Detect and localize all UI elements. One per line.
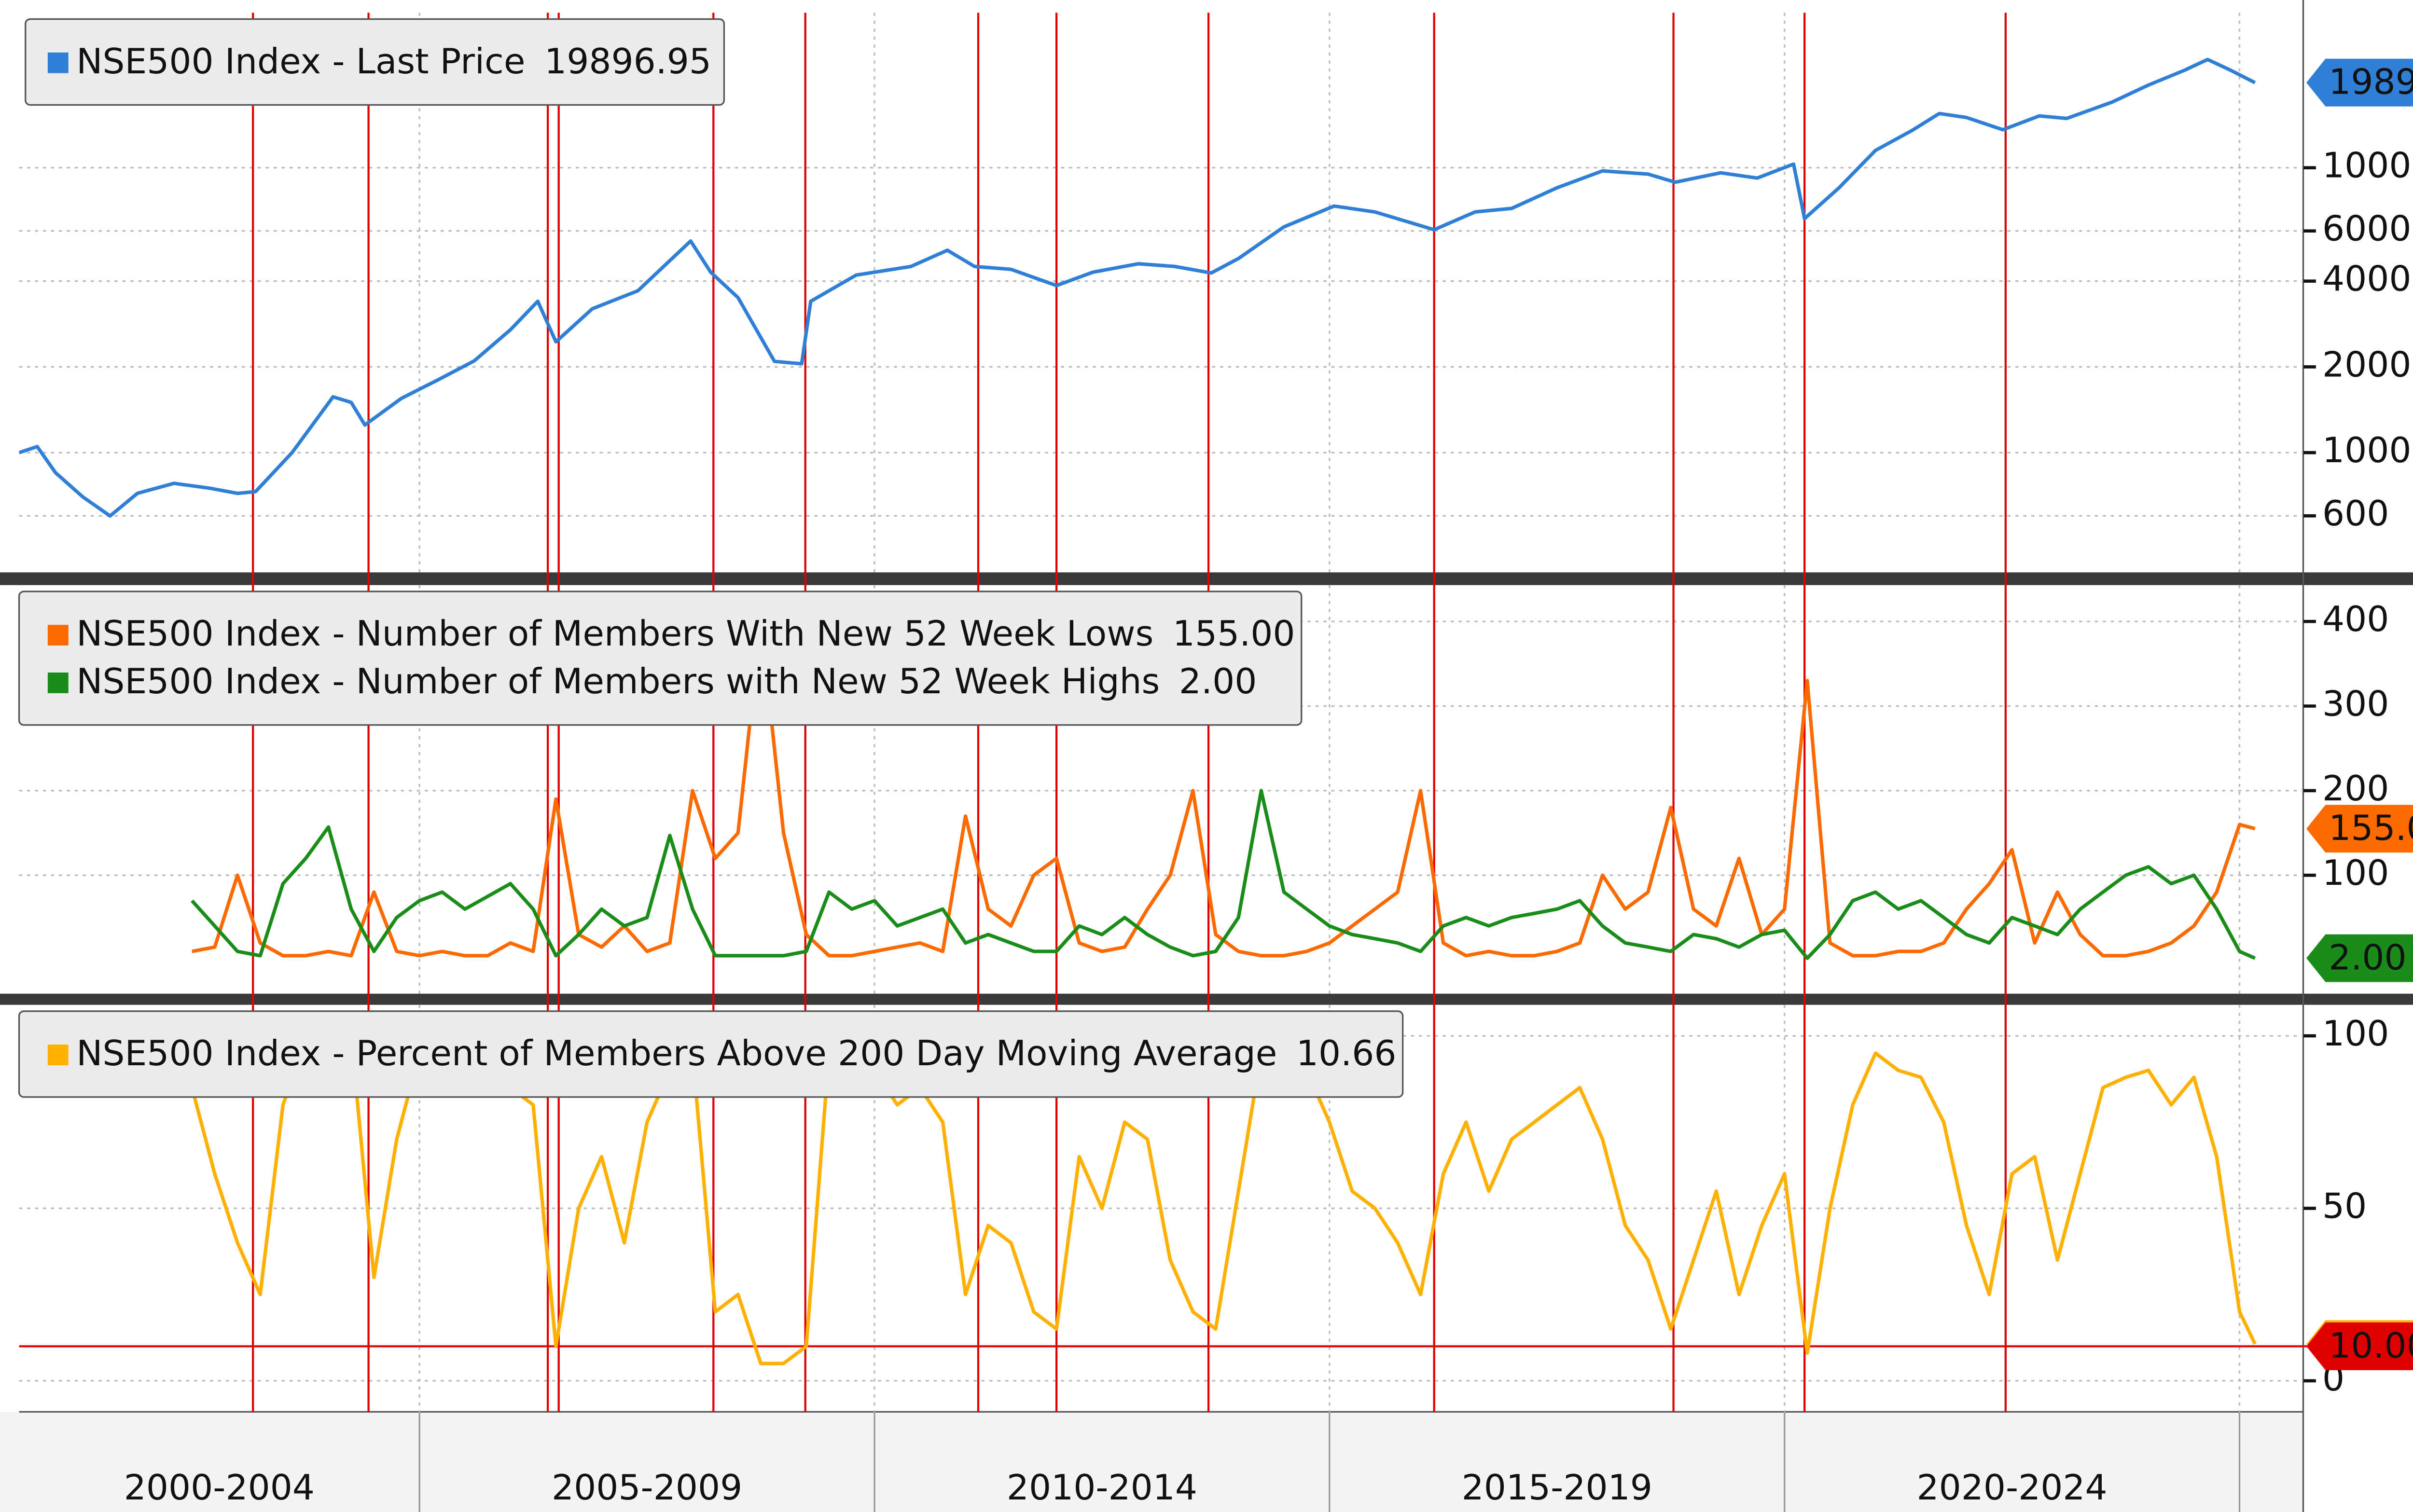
- value-tag-label: 19896.95: [2329, 62, 2413, 103]
- x-period-label: 2020-2024: [1916, 1468, 2107, 1508]
- panel-separator: [0, 993, 2413, 1005]
- legend-name: NSE500 Index - Number of Members with Ne…: [76, 661, 1160, 702]
- legend-entry: NSE500 Index - Last Price 19896.95: [76, 41, 711, 82]
- legend-name: NSE500 Index - Percent of Members Above …: [76, 1033, 1277, 1074]
- x-axis-band: [0, 1412, 2303, 1512]
- legend-last: 155.00: [1173, 614, 1295, 654]
- threshold-tag-label: 10.00: [2329, 1326, 2413, 1366]
- legend-swatch: [47, 625, 69, 646]
- series-line: [191, 789, 2256, 960]
- legend-entry: NSE500 Index - Number of Members With Ne…: [76, 614, 1295, 654]
- value-tag: [2306, 58, 2413, 107]
- value-tag-label: 2.00: [2329, 937, 2406, 978]
- y-tick-label: 2000: [2322, 344, 2412, 385]
- legend-last: 10.66: [1296, 1033, 1397, 1074]
- y-tick-label: 200: [2322, 769, 2389, 809]
- y-tick-label: 4000: [2322, 259, 2412, 300]
- legend: NSE500 Index - Last Price 19896.95: [25, 18, 725, 106]
- legend-name: NSE500 Index - Number of Members With Ne…: [76, 614, 1153, 654]
- x-period-label: 2005-2009: [552, 1468, 742, 1508]
- legend-name: NSE500 Index - Last Price: [76, 41, 525, 82]
- legend-swatch: [47, 1045, 69, 1065]
- legend-last: 19896.95: [544, 41, 711, 82]
- legend-box: [18, 591, 1303, 726]
- y-tick-label: 400: [2322, 599, 2389, 640]
- legend-box: [18, 1010, 1404, 1098]
- y-tick-label: 100: [2322, 1014, 2389, 1054]
- x-period-label: 2015-2019: [1462, 1468, 1652, 1508]
- y-tick-label: 100: [2322, 853, 2389, 893]
- legend-box: [25, 18, 725, 106]
- y-tick-label: 600: [2322, 494, 2389, 534]
- value-tag-label: 155.00: [2329, 808, 2413, 849]
- y-tick-label: 10000: [2322, 146, 2413, 186]
- legend: NSE500 Index - Percent of Members Above …: [18, 1010, 1404, 1098]
- legend-swatch: [47, 52, 69, 73]
- panel-separator: [0, 572, 2413, 585]
- series-line: [19, 57, 2256, 518]
- series-line: [192, 619, 2256, 958]
- legend-entry: NSE500 Index - Percent of Members Above …: [76, 1033, 1396, 1074]
- legend-last: 2.00: [1179, 661, 1257, 702]
- x-period-label: 2000-2004: [124, 1468, 315, 1508]
- y-tick-label: 6000: [2322, 209, 2412, 249]
- y-tick-label: 1000: [2322, 430, 2412, 471]
- series-line: [190, 1034, 2257, 1365]
- x-period-label: 2010-2014: [1007, 1468, 1197, 1508]
- legend-swatch: [47, 672, 69, 693]
- y-tick-label: 300: [2322, 684, 2389, 725]
- value-tag: [2306, 934, 2413, 982]
- value-tag: [2306, 805, 2413, 853]
- legend: NSE500 Index - Number of Members With Ne…: [18, 591, 1303, 726]
- threshold-tag: [2306, 1322, 2413, 1370]
- legend-entry: NSE500 Index - Number of Members with Ne…: [76, 661, 1257, 702]
- y-tick-label: 50: [2322, 1186, 2367, 1227]
